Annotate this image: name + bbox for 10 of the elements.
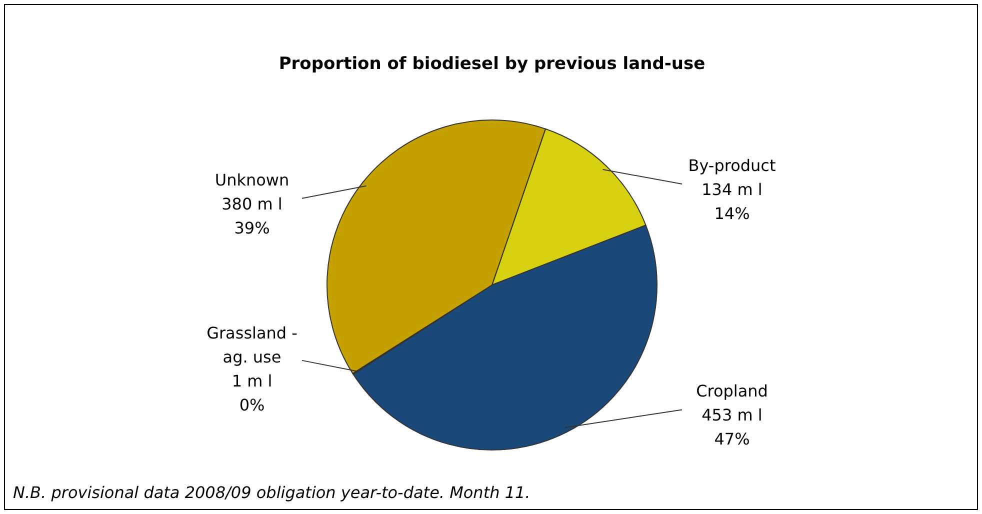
data-label: 453 m l 47% xyxy=(702,406,762,449)
slice-label: By-product xyxy=(688,156,776,175)
slice-label: Cropland xyxy=(696,382,768,401)
data-label: 1 m l 0% xyxy=(232,371,272,414)
text: N.B. provisional data 2008/09 obligation year-to-date. Month 11. xyxy=(13,483,530,502)
data-label: 380 m l 39% xyxy=(222,194,282,238)
slice-label: Grassland - ag. use xyxy=(206,323,298,366)
data-label: 134 m l 14% xyxy=(702,180,762,223)
chart-title: Proportion of biodiesel by previous land-use xyxy=(278,54,706,74)
slice-label: Unknown xyxy=(214,170,290,190)
